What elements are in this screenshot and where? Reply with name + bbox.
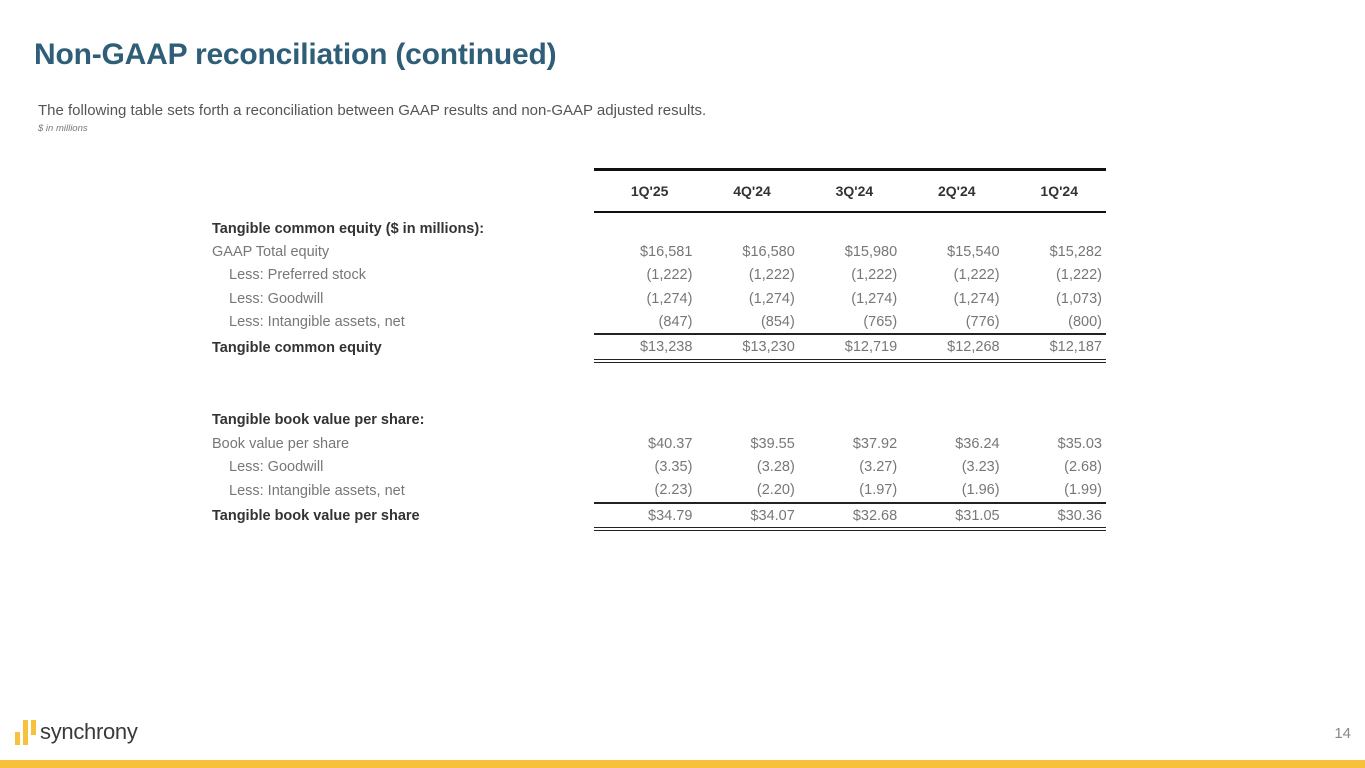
page-number: 14 (1334, 725, 1351, 742)
column-header: 3Q'24 (798, 168, 902, 213)
section-header-row: Tangible book value per share: (212, 409, 1106, 432)
column-header: 4Q'24 (696, 168, 799, 213)
table-row: Less: Goodwill (3.35) (3.28) (3.27) (3.2… (212, 455, 1106, 478)
total-row: Tangible common equity $13,238 $13,230 $… (212, 333, 1106, 363)
cell-value: (1,274) (748, 290, 795, 307)
cell-value: (854) (760, 313, 795, 330)
cell-value: $15,282 (1049, 243, 1102, 260)
column-header: 1Q'24 (1003, 168, 1106, 213)
header-blank (212, 170, 594, 213)
cell-value: (776) (965, 313, 1000, 330)
page-title: Non-GAAP reconciliation (continued) (34, 38, 557, 71)
row-label: Less: Preferred stock (229, 267, 366, 284)
cell-value: (1,222) (953, 267, 1000, 284)
reconciliation-table: 1Q'25 4Q'24 3Q'24 2Q'24 1Q'24 Tangible c… (212, 168, 1106, 532)
column-header: 2Q'24 (901, 168, 1004, 213)
cell-value: $16,580 (742, 243, 795, 260)
total-value: $12,268 (901, 333, 1004, 363)
spacer-cell (212, 361, 1106, 409)
cell-value: (2.20) (756, 482, 795, 499)
total-value: $13,230 (696, 333, 799, 363)
row-label: Book value per share (212, 435, 350, 452)
table-row: Less: Goodwill (1,274) (1,274) (1,274) (… (212, 287, 1106, 310)
cell-value: (3.28) (756, 459, 795, 476)
units-note: $ in millions (38, 123, 88, 134)
total-label: Tangible common equity (212, 339, 382, 356)
cell-value: $35.03 (1057, 435, 1102, 452)
synchrony-logo: synchrony (14, 718, 138, 746)
spacer-row (212, 361, 1106, 409)
section-header: Tangible common equity ($ in millions): (212, 220, 485, 237)
cell-value: (1,274) (953, 290, 1000, 307)
total-value: $34.07 (696, 501, 799, 532)
total-value: $31.05 (901, 501, 1004, 532)
cell-value: (1.96) (961, 482, 1000, 499)
page-subtitle: The following table sets forth a reconci… (38, 102, 707, 119)
cell-value: (1.97) (859, 482, 898, 499)
row-label: Less: Goodwill (229, 459, 324, 476)
column-header: 1Q'25 (594, 168, 697, 213)
cell-value: $39.55 (750, 435, 795, 452)
total-value: $30.36 (1003, 501, 1106, 532)
cell-value: (1,222) (748, 267, 795, 284)
row-label: Less: Intangible assets, net (229, 482, 405, 499)
table-row: Book value per share $40.37 $39.55 $37.9… (212, 432, 1106, 455)
cell-value: (1.99) (1064, 482, 1102, 499)
row-label: GAAP Total equity (212, 243, 330, 260)
cell-value: $15,540 (947, 243, 1000, 260)
cell-value: (765) (863, 313, 898, 330)
cell-value: (3.35) (654, 459, 693, 476)
logo-bars-icon (14, 718, 36, 746)
total-value: $34.79 (594, 501, 697, 532)
total-value: $13,238 (594, 333, 697, 363)
section-header-row: Tangible common equity ($ in millions): (212, 212, 1106, 240)
section-header: Tangible book value per share: (212, 412, 425, 429)
total-value: $32.68 (798, 501, 902, 532)
cell-value: $40.37 (648, 435, 693, 452)
row-label: Less: Goodwill (229, 290, 324, 307)
table-row: Less: Intangible assets, net (2.23) (2.2… (212, 479, 1106, 503)
total-value: $12,719 (798, 333, 902, 363)
cell-value: (2.23) (654, 482, 693, 499)
cell-value: $16,581 (639, 243, 693, 260)
table-row: GAAP Total equity $16,581 $16,580 $15,98… (212, 240, 1106, 263)
cell-value: $15,980 (844, 243, 898, 260)
cell-value: (1,073) (1056, 290, 1102, 307)
cell-value: (1,222) (646, 267, 693, 284)
cell-value: $36.24 (955, 435, 1000, 452)
cell-value: (3.27) (859, 459, 898, 476)
table-header-row: 1Q'25 4Q'24 3Q'24 2Q'24 1Q'24 (212, 168, 1106, 213)
cell-value: (1,274) (851, 290, 898, 307)
footer-accent-bar (0, 760, 1365, 768)
cell-value: (3.23) (961, 459, 1000, 476)
cell-value: (1,222) (1056, 267, 1102, 284)
logo-text: synchrony (40, 719, 138, 744)
total-row: Tangible book value per share $34.79 $34… (212, 501, 1106, 532)
total-value: $12,187 (1003, 333, 1106, 363)
cell-value: (2.68) (1064, 459, 1102, 476)
table-row: Less: Preferred stock (1,222) (1,222) (1… (212, 264, 1106, 287)
table-row: Less: Intangible assets, net (847) (854)… (212, 310, 1106, 334)
cell-value: $37.92 (852, 435, 898, 452)
cell-value: (800) (1068, 313, 1102, 330)
row-label: Less: Intangible assets, net (229, 314, 405, 331)
cell-value: (847) (658, 313, 693, 330)
cell-value: (1,274) (646, 290, 693, 307)
total-label: Tangible book value per share (212, 508, 420, 525)
reconciliation-table-container: 1Q'25 4Q'24 3Q'24 2Q'24 1Q'24 Tangible c… (212, 168, 1106, 532)
cell-value: (1,222) (851, 267, 898, 284)
